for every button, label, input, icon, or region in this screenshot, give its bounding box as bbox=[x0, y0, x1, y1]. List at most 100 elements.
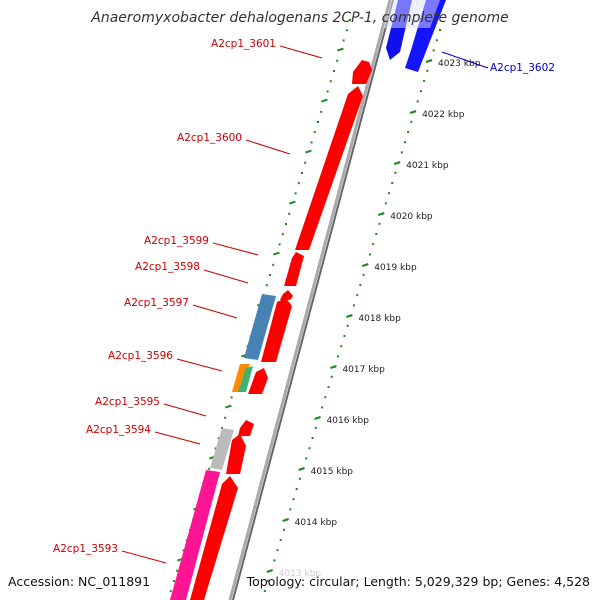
ruler-minor-tick bbox=[394, 171, 397, 174]
ruler-minor-tick bbox=[356, 294, 359, 297]
gene-leader-line bbox=[121, 550, 167, 564]
left-ruler-minor-tick bbox=[208, 467, 211, 470]
ruler-minor-tick bbox=[298, 477, 301, 480]
ruler-minor-tick bbox=[273, 559, 276, 562]
scale-label: 4014 kbp bbox=[295, 518, 338, 528]
gene-label-a2cp1-3595[interactable]: A2cp1_3595 bbox=[95, 396, 160, 408]
ruler-minor-tick bbox=[327, 386, 330, 388]
ruler-minor-tick bbox=[400, 151, 403, 154]
ruler-minor-tick bbox=[384, 202, 387, 205]
left-ruler-minor-tick bbox=[304, 161, 307, 164]
left-ruler-minor-tick bbox=[313, 131, 316, 134]
gene-leader-line bbox=[163, 403, 207, 417]
gene-leader-line bbox=[154, 431, 201, 445]
ruler-minor-tick bbox=[282, 528, 285, 531]
scale-label: 4021 kbp bbox=[406, 161, 449, 171]
ruler-minor-tick bbox=[343, 335, 346, 337]
gene-label-layer: A2cp1_3601 A2cp1_3600 A2cp1_3599 A2cp1_3598… bbox=[53, 38, 555, 564]
gene-a2cp1-3601[interactable] bbox=[352, 60, 372, 84]
gene-a2cp1-3596-green[interactable] bbox=[238, 366, 253, 392]
ruler-minor-tick bbox=[372, 243, 375, 246]
gene-leader-line bbox=[441, 51, 489, 69]
ruler-minor-tick bbox=[439, 29, 441, 31]
left-ruler-minor-tick bbox=[224, 416, 227, 419]
left-ruler-minor-tick bbox=[281, 233, 284, 236]
left-ruler-minor-tick bbox=[278, 243, 281, 246]
ruler-minor-tick bbox=[391, 182, 394, 184]
left-ruler-minor-tick bbox=[332, 70, 335, 72]
left-ruler-major-tick bbox=[225, 404, 232, 409]
scale-label: 4023 kbp bbox=[438, 59, 481, 69]
gene-label-a2cp1-3596[interactable]: A2cp1_3596 bbox=[108, 350, 173, 362]
ruler-minor-tick bbox=[295, 488, 298, 490]
ruler-major-tick bbox=[314, 416, 321, 420]
left-ruler-minor-tick bbox=[265, 284, 268, 287]
ruler-major-tick bbox=[330, 365, 337, 369]
gene-a2cp1-3602-segment-b[interactable] bbox=[405, 0, 446, 72]
ruler-minor-tick bbox=[324, 396, 327, 399]
gene-label-a2cp1-3602[interactable]: A2cp1_3602 bbox=[490, 62, 555, 74]
left-ruler-minor-tick bbox=[329, 80, 332, 83]
ruler-minor-tick bbox=[352, 304, 355, 307]
left-ruler-minor-tick bbox=[342, 39, 345, 42]
ruler-minor-tick bbox=[426, 69, 429, 72]
scale-label: 4019 kbp bbox=[374, 263, 417, 273]
ruler-minor-tick bbox=[276, 549, 279, 552]
gene-a2cp1-3593-forward[interactable] bbox=[190, 476, 238, 600]
ruler-minor-tick bbox=[368, 253, 371, 256]
gene-label-a2cp1-3594[interactable]: A2cp1_3594 bbox=[86, 424, 151, 436]
gene-a2cp1-3596-forward[interactable] bbox=[248, 368, 268, 394]
left-ruler-minor-tick bbox=[300, 172, 303, 174]
ruler-minor-tick bbox=[432, 49, 435, 52]
left-ruler-minor-tick bbox=[220, 427, 223, 429]
ruler-minor-tick bbox=[263, 590, 266, 592]
ruler-major-tick bbox=[298, 467, 305, 471]
gene-a2cp1-3599[interactable] bbox=[284, 252, 304, 286]
ruler-minor-tick bbox=[346, 324, 349, 327]
gene-label-a2cp1-3599[interactable]: A2cp1_3599 bbox=[144, 235, 209, 247]
ruler-minor-tick bbox=[266, 579, 269, 582]
ruler-minor-tick bbox=[279, 539, 282, 541]
gene-a2cp1-3600[interactable] bbox=[295, 86, 363, 250]
ruler-minor-tick bbox=[362, 273, 365, 276]
gene-label-a2cp1-3601[interactable]: A2cp1_3601 bbox=[211, 38, 276, 50]
ruler-major-tick bbox=[425, 59, 433, 63]
left-ruler-minor-tick bbox=[345, 29, 348, 32]
ruler-minor-tick bbox=[410, 120, 413, 123]
gene-label-a2cp1-3593[interactable]: A2cp1_3593 bbox=[53, 543, 118, 555]
gene-a2cp1-3595[interactable] bbox=[238, 420, 254, 436]
left-ruler-minor-tick bbox=[284, 223, 287, 225]
ruler-minor-tick bbox=[292, 498, 295, 501]
scale-label: 4016 kbp bbox=[327, 416, 370, 426]
gene-leader-line bbox=[245, 139, 291, 155]
ruler-minor-tick bbox=[435, 39, 438, 42]
left-ruler-major-tick bbox=[321, 98, 328, 103]
gene-highlight bbox=[383, 0, 440, 28]
gene-label-a2cp1-3598[interactable]: A2cp1_3598 bbox=[135, 261, 200, 273]
left-ruler-minor-tick bbox=[182, 549, 185, 552]
gene-label-a2cp1-3600[interactable]: A2cp1_3600 bbox=[177, 132, 242, 144]
left-ruler-minor-tick bbox=[268, 274, 271, 276]
gene-a2cp1-3594-forward[interactable] bbox=[226, 434, 246, 474]
ruler-minor-tick bbox=[340, 345, 343, 348]
ruler-minor-tick bbox=[330, 375, 333, 378]
left-ruler-minor-tick bbox=[272, 263, 275, 266]
left-ruler-minor-tick bbox=[326, 90, 329, 93]
map-title: Anaeromyxobacter dehalogenans 2CP-1, com… bbox=[91, 10, 509, 26]
ruler-minor-tick bbox=[311, 437, 314, 439]
ruler-minor-tick bbox=[289, 508, 292, 511]
scale-label: 4017 kbp bbox=[342, 365, 385, 375]
gene-leader-line bbox=[212, 242, 259, 256]
ruler-minor-tick bbox=[419, 90, 422, 93]
gene-leader-line bbox=[192, 304, 238, 319]
gene-a2cp1-3594[interactable] bbox=[210, 428, 234, 470]
ruler-minor-tick bbox=[375, 233, 378, 235]
gene-a2cp1-3593[interactable] bbox=[170, 470, 220, 600]
gene-a2cp1-3597[interactable] bbox=[244, 294, 276, 360]
gene-a2cp1-3597-forward[interactable] bbox=[261, 298, 292, 362]
scale-ruler: 4023 kbp 4022 kbp 4021 kbp 4020 kbp 4019 kbp… bbox=[263, 29, 481, 592]
left-ruler-minor-tick bbox=[217, 437, 220, 440]
gene-a2cp1-3598[interactable] bbox=[280, 290, 293, 300]
gene-label-a2cp1-3597[interactable]: A2cp1_3597 bbox=[124, 297, 189, 309]
accession-label: Accession: NC_011891 bbox=[8, 574, 151, 589]
